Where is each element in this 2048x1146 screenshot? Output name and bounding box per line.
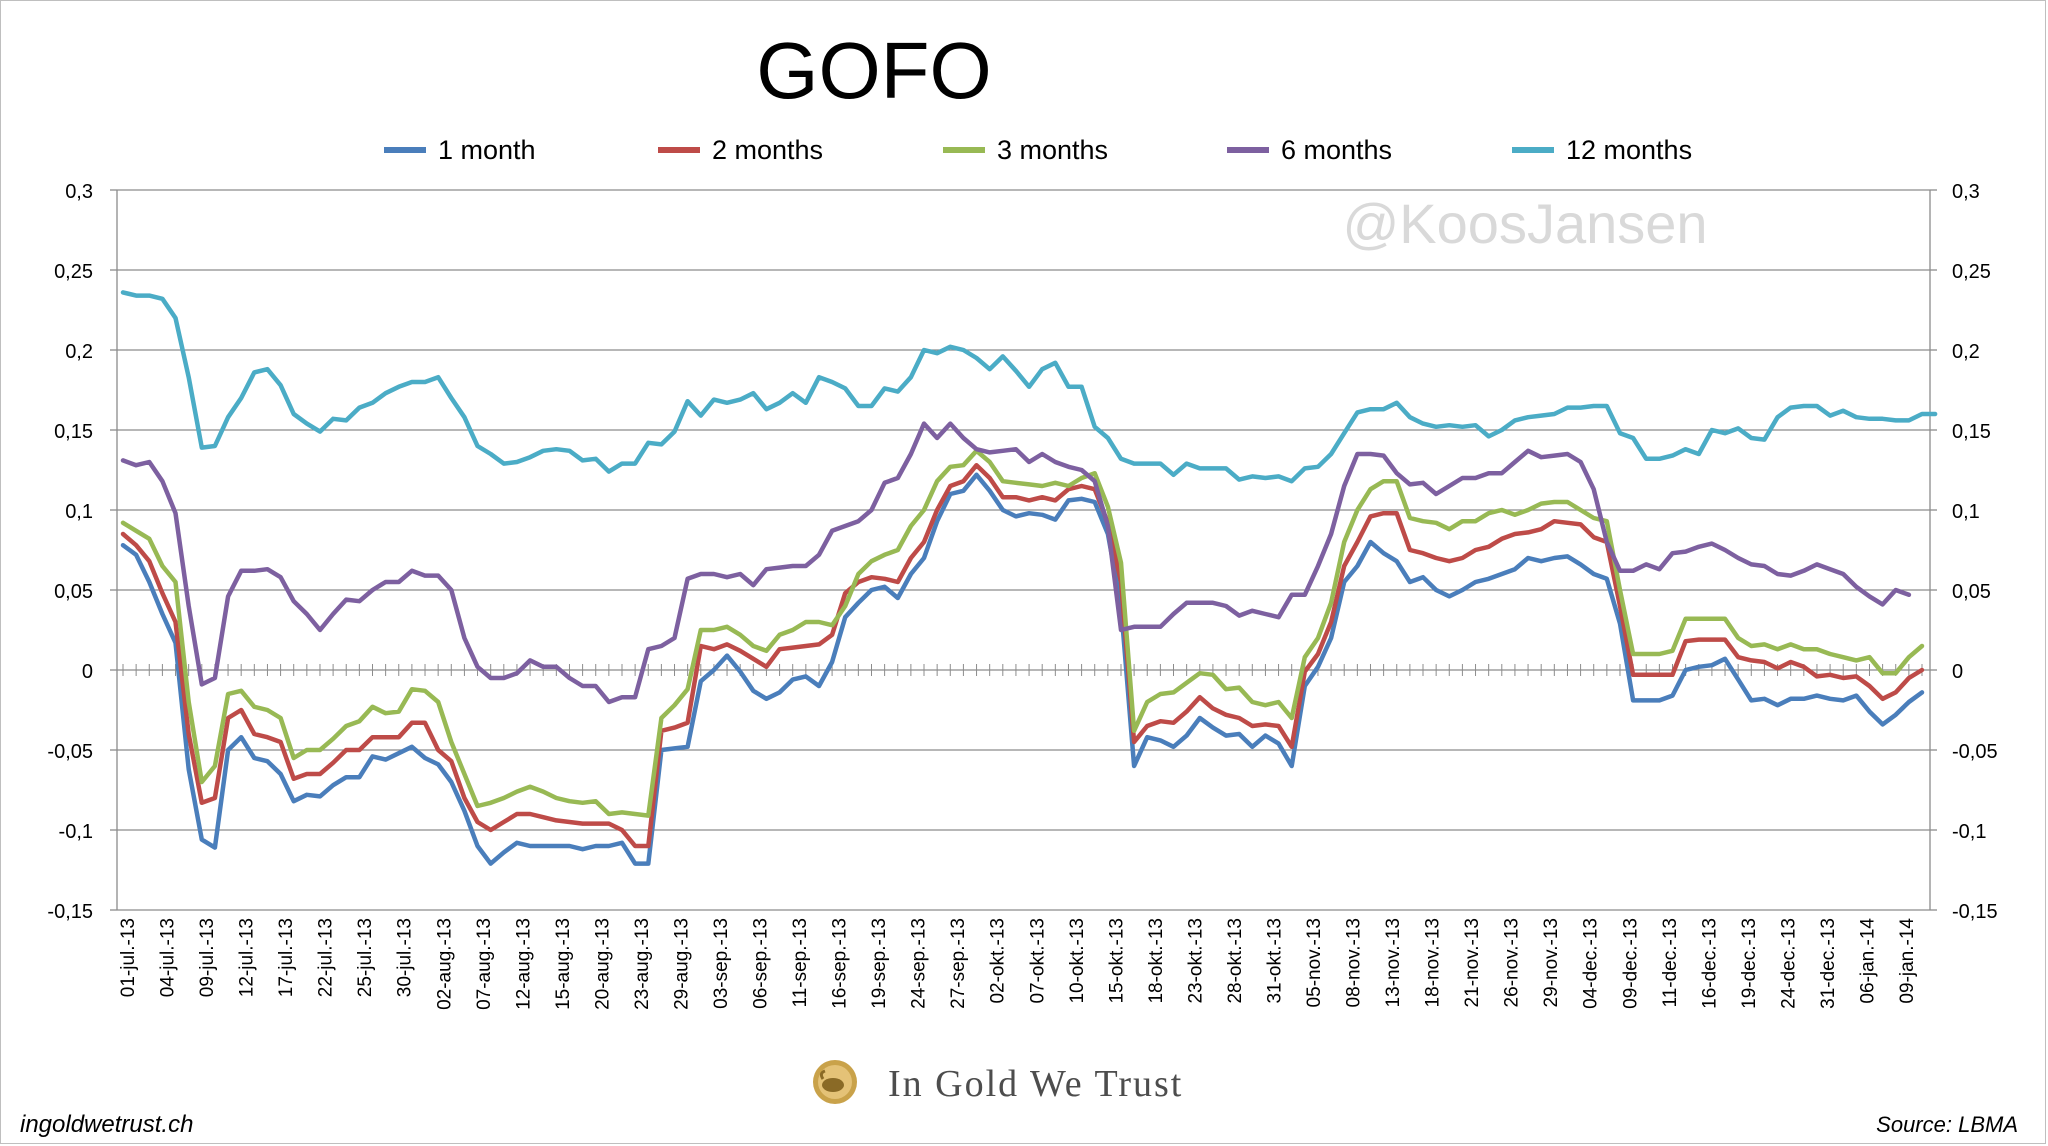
x-tick-label: 18-nov.-13: [1423, 918, 1444, 1007]
x-tick-label: 26-nov.-13: [1502, 918, 1523, 1007]
x-tick-label: 15-aug.-13: [553, 918, 574, 1010]
y-tick-label-left: -0,05: [47, 741, 93, 763]
gold-coin-logo: [813, 1060, 857, 1104]
y-tick-label-left: 0: [82, 661, 93, 683]
x-axis-labels: 01-jul.-13 04-jul.-13 09-jul.-13 12-jul.-13…: [118, 918, 1918, 1010]
y-tick-label-left: 0,15: [54, 421, 93, 443]
x-tick-label: 29-nov.-13: [1541, 918, 1562, 1007]
x-tick-label: 10-okt.-13: [1067, 918, 1088, 1004]
y-tick-label-left: 0,1: [65, 501, 93, 523]
y-tick-label-left: -0,1: [59, 821, 93, 843]
y-tick-label-right: -0,05: [1952, 741, 1998, 763]
y-tick-label-right: 0,3: [1952, 181, 1980, 203]
x-tick-label: 08-nov.-13: [1344, 918, 1365, 1007]
x-tick-label: 06-jan.-14: [1857, 918, 1878, 1004]
y-tick-label-left: 0,05: [54, 581, 93, 603]
y-tick-label-right: 0,2: [1952, 341, 1980, 363]
series-line-2-months: [120, 462, 1925, 849]
series-line-6-months: [120, 421, 1912, 705]
series-line-12-months: [120, 290, 1938, 484]
x-tick-label: 23-okt.-13: [1185, 918, 1206, 1004]
x-tick-label: 04-dec.-13: [1581, 918, 1602, 1009]
legend-label: 12 months: [1566, 135, 1692, 165]
legend-label: 2 months: [712, 135, 823, 165]
y-axis-right: 0,3 0,25 0,2 0,15 0,1 0,05 0 -0,05 -0,1 -0,15: [1952, 181, 1998, 923]
x-tick-label: 16-sep.-13: [830, 918, 851, 1009]
chart-legend: 1 month 2 months 3 months 6 months 12 months: [384, 135, 1692, 165]
x-tick-label: 07-aug.-13: [474, 918, 495, 1010]
x-tick-label: 11-sep.-13: [790, 918, 811, 1007]
x-tick-label: 11-dec.-13: [1660, 918, 1681, 1007]
x-tick-label: 31-dec.-13: [1818, 918, 1839, 1009]
legend-label: 6 months: [1281, 135, 1392, 165]
x-tick-label: 12-aug.-13: [513, 918, 534, 1010]
x-tick-label: 03-sep.-13: [711, 918, 732, 1009]
x-tick-label: 13-nov.-13: [1383, 918, 1404, 1007]
x-tick-label: 02-aug.-13: [434, 918, 455, 1010]
legend-label: 1 month: [438, 135, 536, 165]
y-tick-label-left: 0,25: [54, 261, 93, 283]
x-tick-label: 04-jul.-13: [158, 918, 179, 997]
x-tick-label: 27-sep.-13: [948, 918, 969, 1009]
y-tick-label-left: 0,3: [65, 181, 93, 203]
series-line-1-month: [120, 472, 1925, 866]
y-tick-label-right: 0,1: [1952, 501, 1980, 523]
x-tick-label: 20-aug.-13: [592, 918, 613, 1010]
x-tick-label: 29-aug.-13: [671, 918, 692, 1010]
x-tick-label: 05-nov.-13: [1304, 918, 1325, 1007]
watermark: @KoosJansen: [1342, 192, 1707, 255]
x-tick-label: 19-dec.-13: [1739, 918, 1760, 1009]
series-lines: [120, 290, 1938, 866]
x-tick-label: 28-okt.-13: [1225, 918, 1246, 1004]
series-line-3-months: [120, 448, 1925, 818]
x-tick-label: 15-okt.-13: [1106, 918, 1127, 1004]
y-tick-label-left: -0,15: [47, 901, 93, 923]
x-tick-label: 06-sep.-13: [751, 918, 772, 1009]
x-tick-label: 24-dec.-13: [1778, 918, 1799, 1009]
x-tick-label: 09-jul.-13: [197, 918, 218, 997]
x-tick-label: 18-okt.-13: [1146, 918, 1167, 1004]
chart-title: GOFO: [756, 26, 992, 115]
source-label: Source: LBMA: [1876, 1112, 2018, 1137]
x-tick-label: 07-okt.-13: [1027, 918, 1048, 1004]
y-tick-label-left: 0,2: [65, 341, 93, 363]
y-tick-label-right: 0,05: [1952, 581, 1991, 603]
x-tick-label: 31-okt.-13: [1264, 918, 1285, 1004]
logo-text: In Gold We Trust: [888, 1063, 1183, 1105]
gridlines: [110, 189, 1937, 911]
x-tick-label: 02-okt.-13: [988, 918, 1009, 1004]
x-tick-label: 09-jan.-14: [1897, 918, 1918, 1004]
legend-label: 3 months: [997, 135, 1108, 165]
x-tick-label: 30-jul.-13: [395, 918, 416, 997]
y-tick-label-right: 0,25: [1952, 261, 1991, 283]
y-tick-label-right: 0,15: [1952, 421, 1991, 443]
x-tick-label: 25-jul.-13: [355, 918, 376, 997]
website-label: ingoldwetrust.ch: [20, 1111, 193, 1138]
y-tick-label-right: 0: [1952, 661, 1963, 683]
x-tick-label: 01-jul.-13: [118, 918, 139, 997]
x-tick-label: 22-jul.-13: [316, 918, 337, 997]
y-tick-label-right: -0,15: [1952, 901, 1998, 923]
x-tick-label: 23-aug.-13: [632, 918, 653, 1010]
x-tick-label: 09-dec.-13: [1620, 918, 1641, 1009]
x-tick-label: 24-sep.-13: [909, 918, 930, 1009]
x-tick-label: 16-dec.-13: [1699, 918, 1720, 1009]
y-axis-left: 0,3 0,25 0,2 0,15 0,1 0,05 0 -0,05 -0,1 -0,15: [47, 181, 93, 923]
y-tick-label-right: -0,1: [1952, 821, 1986, 843]
x-tick-label: 19-sep.-13: [869, 918, 890, 1009]
x-tick-label: 21-nov.-13: [1462, 918, 1483, 1007]
x-tick-label: 12-jul.-13: [237, 918, 258, 997]
x-tick-label: 17-jul.-13: [276, 918, 297, 997]
